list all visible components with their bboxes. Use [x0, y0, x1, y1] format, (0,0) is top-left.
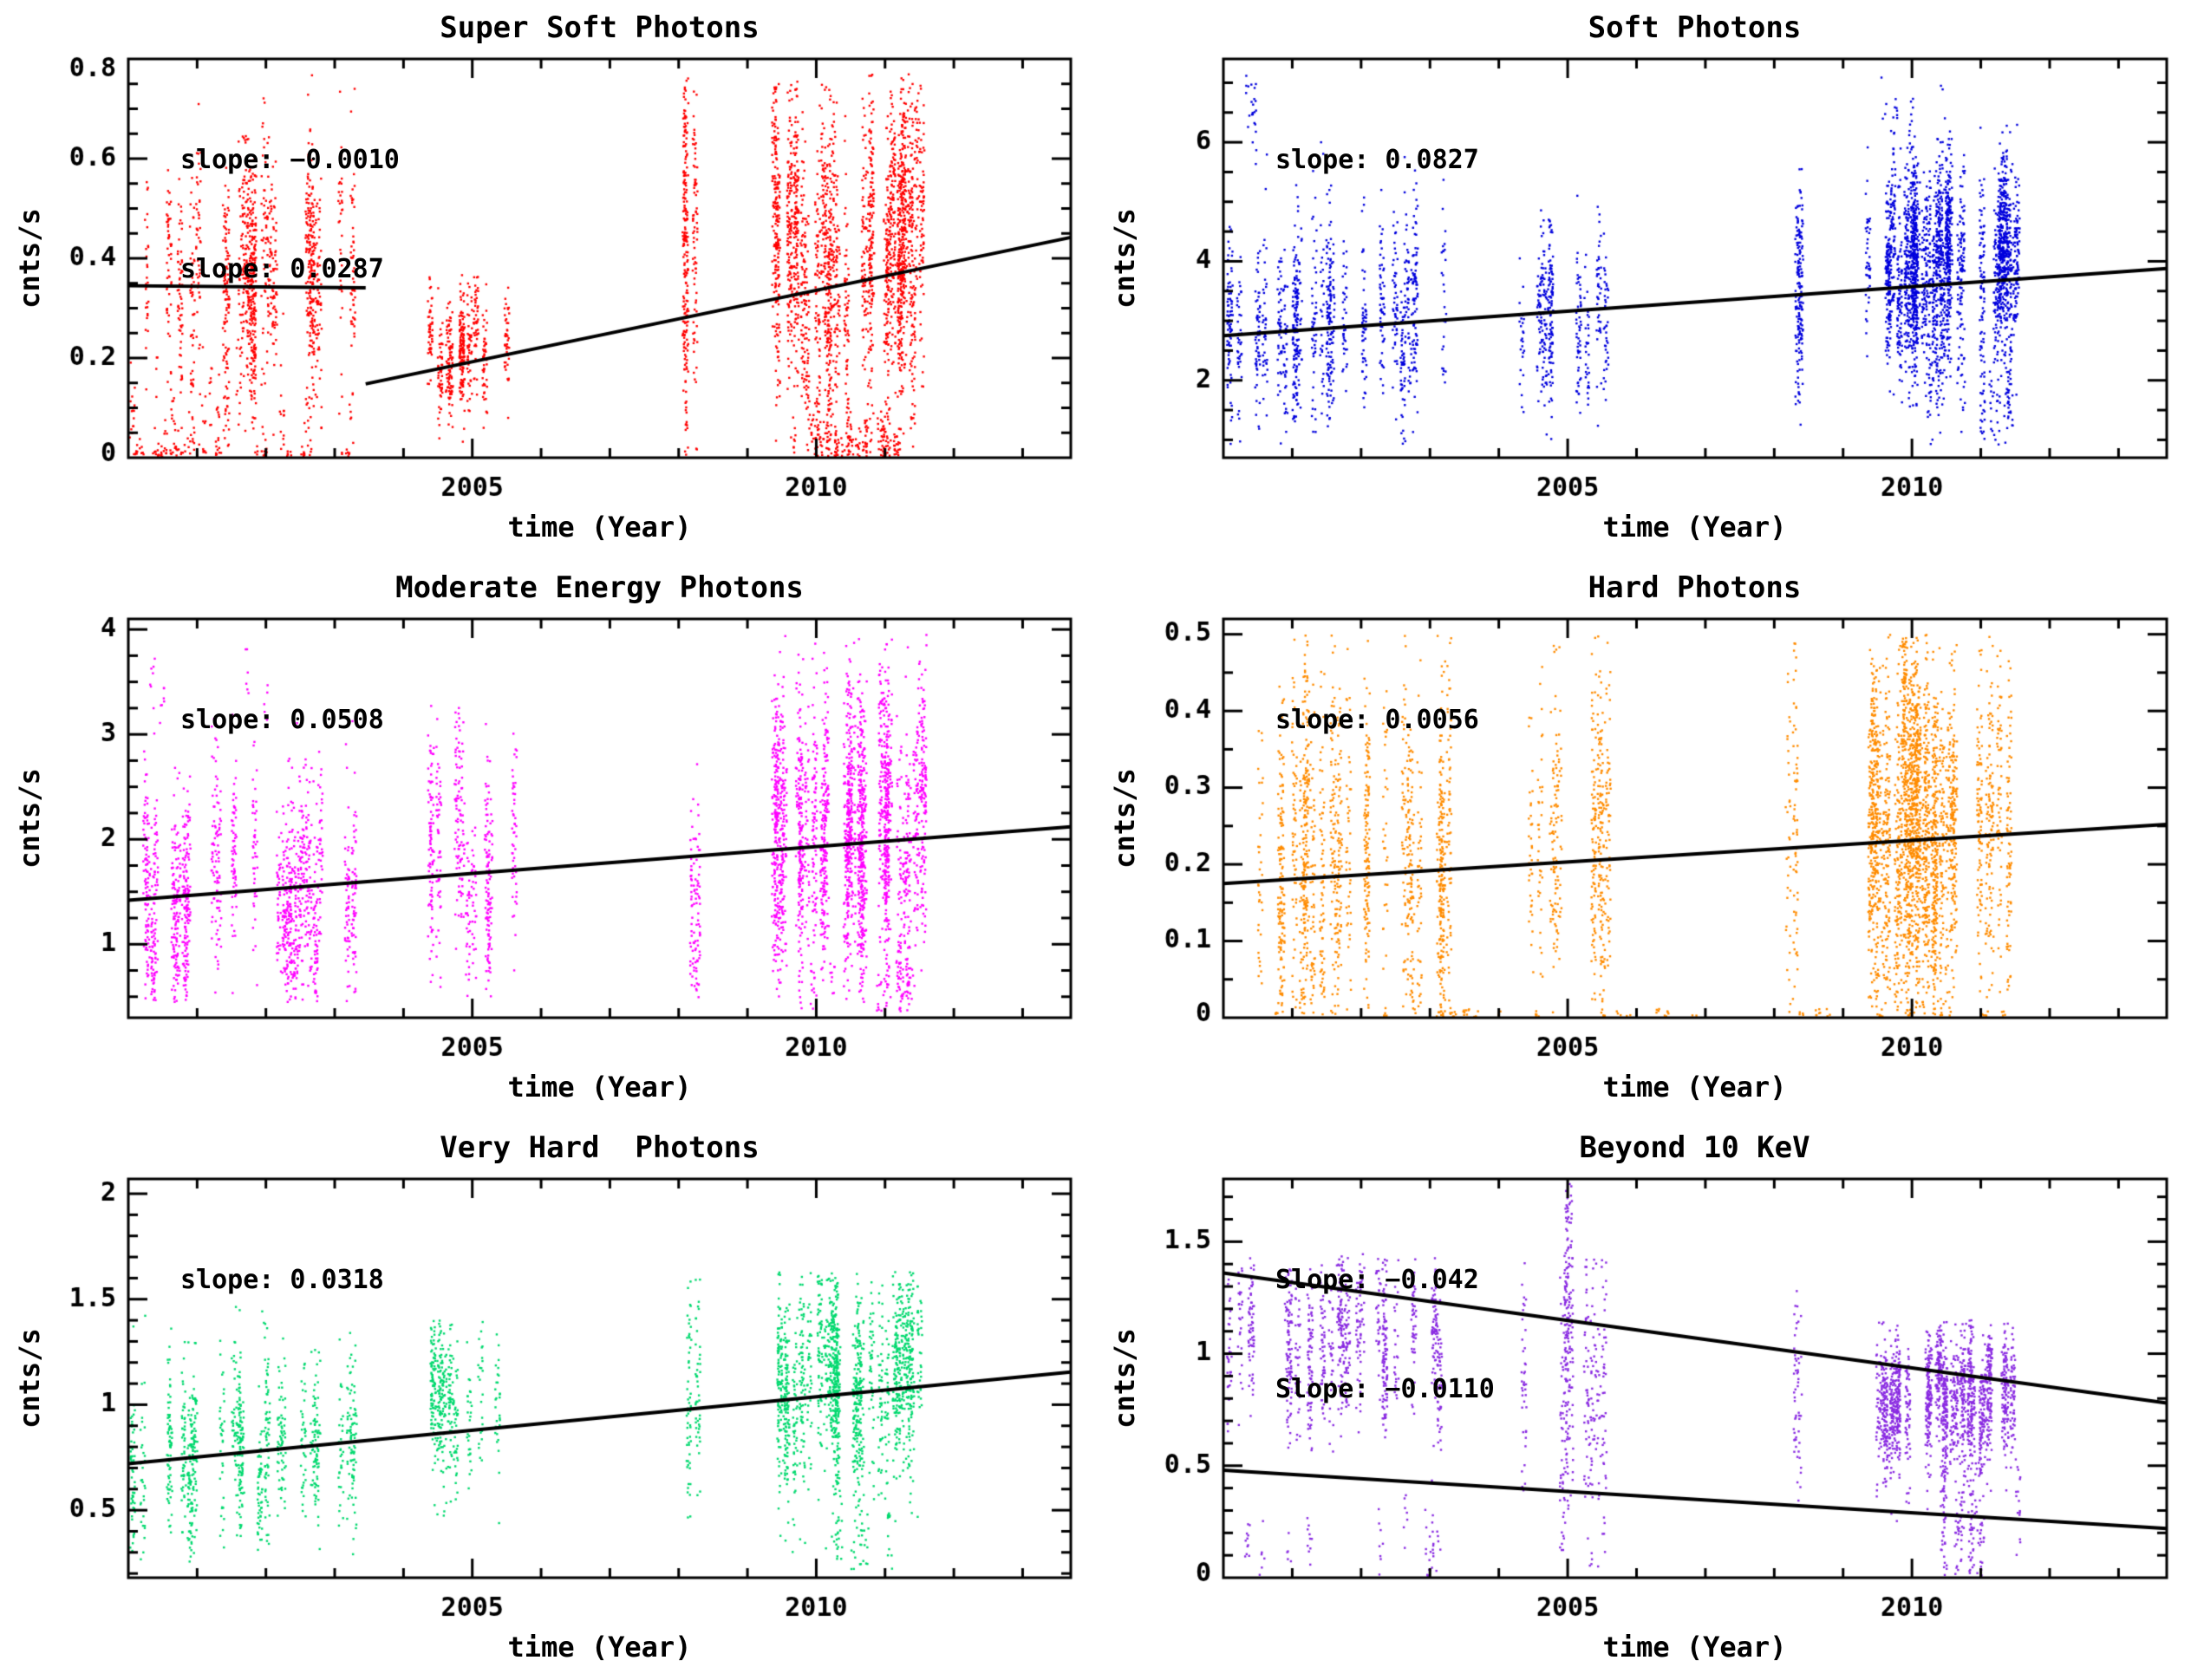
slope-annotation-line-1: slope: 0.0056: [1275, 705, 1479, 735]
soft-photons-scatter-canvas: [1095, 0, 2191, 560]
very-hard-photons-scatter-canvas: [0, 1120, 1095, 1680]
slope-annotation-line-1: Slope: −0.042: [1275, 1265, 1479, 1295]
chart-title: Soft Photons: [1588, 10, 1802, 45]
chart-title: Moderate Energy Photons: [395, 570, 804, 605]
panel-moderate-energy-photons: Moderate Energy Photons cnts/s time (Yea…: [0, 560, 1095, 1120]
x-axis-label: time (Year): [1602, 1071, 1787, 1104]
moderate-energy-photons-scatter-canvas: [0, 560, 1095, 1120]
panel-super-soft-photons: Super Soft Photons cnts/s time (Year) sl…: [0, 0, 1095, 560]
slope-annotation-line-1: slope: 0.0318: [180, 1265, 384, 1295]
slope-annotation-line-2: Slope: −0.0110: [1275, 1374, 1495, 1404]
chart-title: Hard Photons: [1588, 570, 1802, 605]
panel-beyond-10-kev: Beyond 10 KeV cnts/s time (Year) Slope: …: [1095, 1120, 2191, 1680]
y-axis-label: cnts/s: [13, 1328, 46, 1429]
beyond-10-kev-scatter-canvas: [1095, 1120, 2191, 1680]
panel-hard-photons: Hard Photons cnts/s time (Year) slope: 0…: [1095, 560, 2191, 1120]
x-axis-label: time (Year): [507, 1631, 692, 1664]
slope-annotation-line-1: slope: 0.0827: [1275, 145, 1479, 175]
hard-photons-scatter-canvas: [1095, 560, 2191, 1120]
y-axis-label: cnts/s: [13, 768, 46, 869]
slope-annotations: slope: 0.0827: [1275, 69, 1479, 324]
x-axis-label: time (Year): [507, 1071, 692, 1104]
panel-soft-photons: Soft Photons cnts/s time (Year) slope: 0…: [1095, 0, 2191, 560]
slope-annotation-line-1: slope: −0.0010: [180, 145, 400, 175]
y-axis-label: cnts/s: [13, 208, 46, 309]
slope-annotation-line-1: slope: 0.0508: [180, 705, 384, 735]
slope-annotations: slope: 0.0056: [1275, 629, 1479, 884]
slope-annotations: slope: 0.0508: [180, 629, 384, 884]
x-axis-label: time (Year): [1602, 511, 1787, 544]
chart-title: Super Soft Photons: [440, 10, 760, 45]
y-axis-label: cnts/s: [1108, 208, 1141, 309]
x-axis-label: time (Year): [1602, 1631, 1787, 1664]
slope-annotations: Slope: −0.042 Slope: −0.0110: [1275, 1189, 1495, 1481]
super-soft-photons-scatter-canvas: [0, 0, 1095, 560]
slope-annotation-line-2: slope: 0.0287: [180, 254, 384, 284]
y-axis-label: cnts/s: [1108, 1328, 1141, 1429]
y-axis-label: cnts/s: [1108, 768, 1141, 869]
chart-title: Beyond 10 KeV: [1579, 1130, 1810, 1165]
panel-very-hard-photons: Very Hard Photons cnts/s time (Year) slo…: [0, 1120, 1095, 1680]
chart-title: Very Hard Photons: [440, 1130, 760, 1165]
slope-annotations: slope: −0.0010 slope: 0.0287: [180, 69, 400, 361]
x-axis-label: time (Year): [507, 511, 692, 544]
slope-annotations: slope: 0.0318: [180, 1189, 384, 1444]
